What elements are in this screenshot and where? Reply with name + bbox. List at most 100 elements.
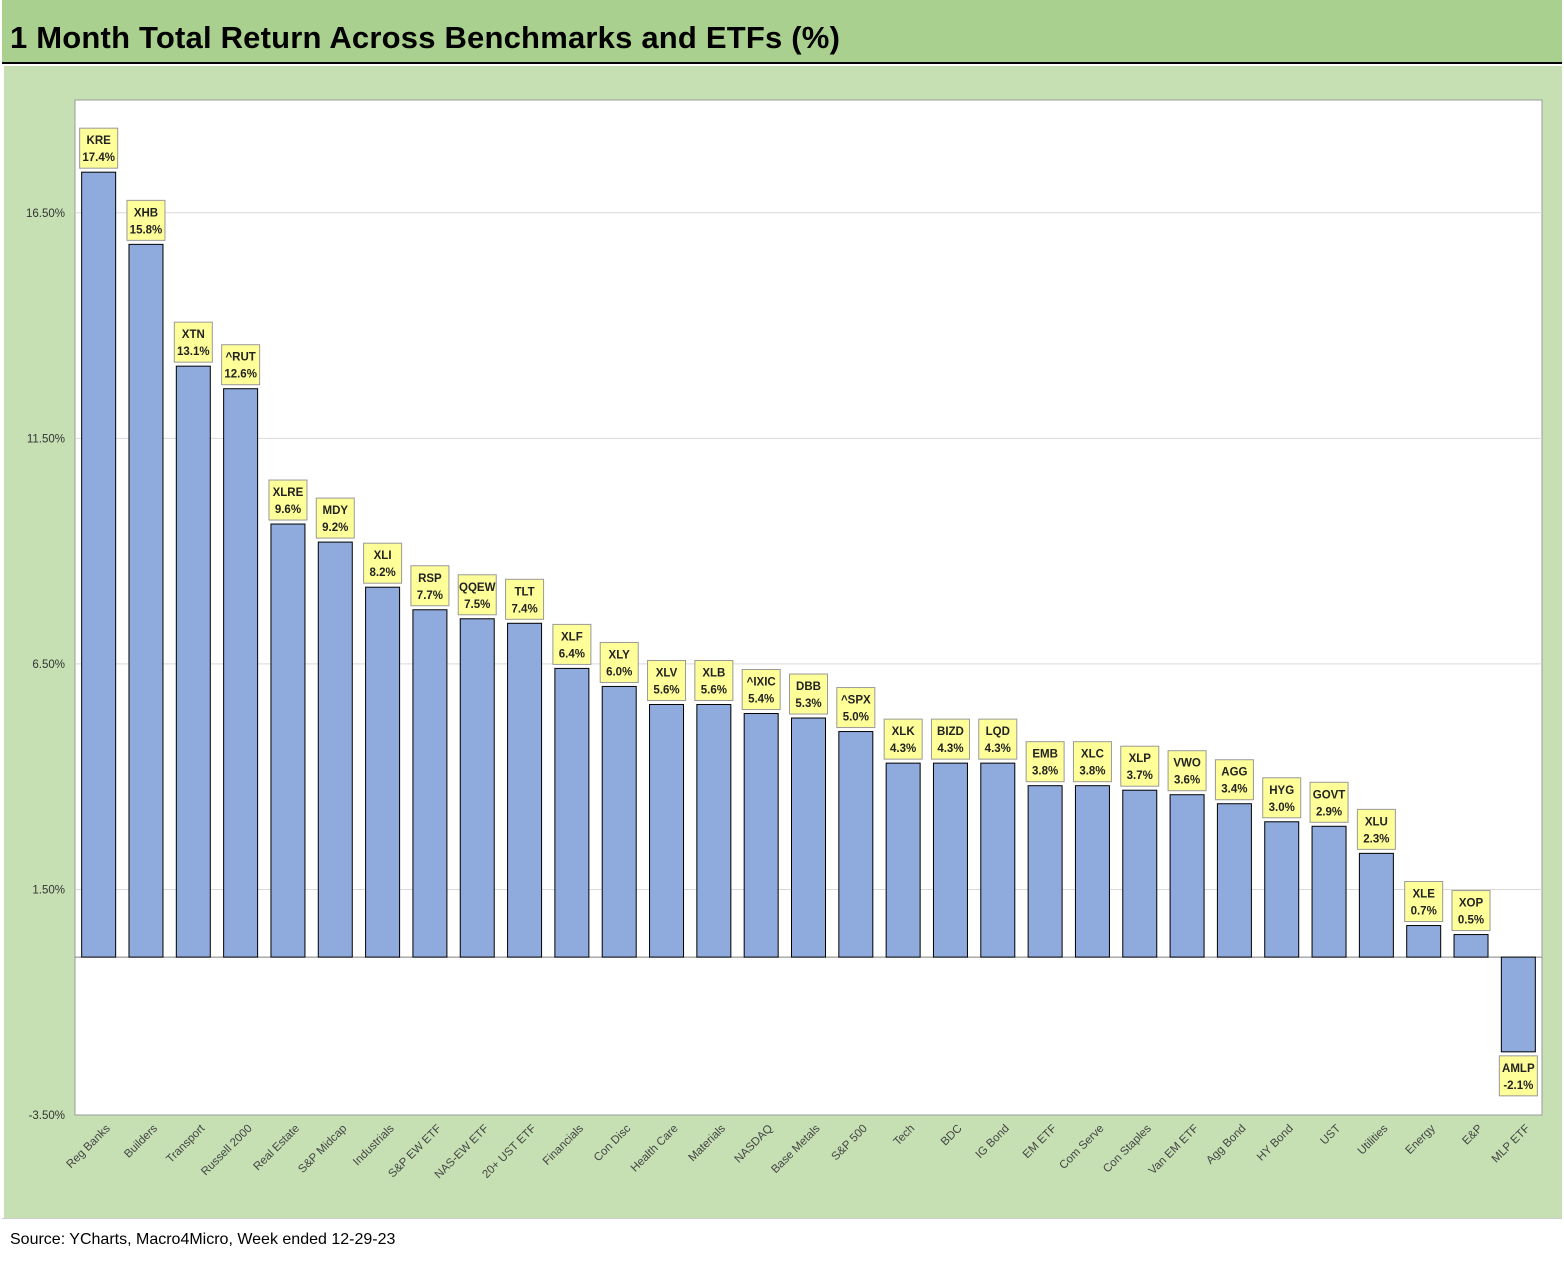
data-label-ticker: XOP: [1459, 898, 1484, 910]
data-label-box: [694, 659, 734, 701]
bar: [885, 762, 921, 958]
data-label-value: 2.3%: [1363, 833, 1389, 845]
data-label-box: [1262, 777, 1302, 819]
x-category-label: S&P Midcap: [296, 1123, 349, 1176]
data-label-ticker: GOVT: [1313, 789, 1346, 801]
y-tick-label: 1.50%: [32, 884, 65, 896]
x-category-label: Financials: [541, 1122, 586, 1167]
bar: [1216, 803, 1252, 958]
data-label-ticker: LQD: [986, 726, 1010, 738]
x-category-label: BDC: [939, 1123, 965, 1149]
data-label-ticker: XTN: [182, 329, 205, 341]
data-label-box: [883, 718, 923, 760]
data-label-value: 0.5%: [1458, 915, 1484, 927]
bar: [1169, 794, 1205, 958]
data-label-box: [79, 127, 119, 169]
data-label-box: [1309, 781, 1349, 823]
bar-chart: -3.50% 1.50% 6.50% 11.50% 16.50% KRE 17.4% XHB…: [26, 99, 1543, 1181]
bar: [838, 731, 874, 958]
x-category-label: Van EM ETF: [1147, 1123, 1201, 1177]
data-label-value: 0.7%: [1411, 906, 1437, 918]
data-label-value: 5.6%: [701, 684, 727, 696]
data-label-box: [457, 574, 497, 616]
data-label-ticker: XLC: [1081, 749, 1104, 761]
data-label-ticker: XLF: [561, 631, 583, 643]
data-label-value: 6.0%: [606, 666, 632, 678]
data-label-value: 13.1%: [177, 346, 210, 358]
chart-title: 1 Month Total Return Across Benchmarks a…: [10, 20, 841, 55]
data-label-box: [410, 565, 450, 607]
data-label-value: 15.8%: [130, 224, 163, 236]
data-label-box: [1356, 808, 1396, 850]
data-label-ticker: DBB: [796, 681, 821, 693]
x-category-label: EM ETF: [1021, 1123, 1059, 1161]
data-label-box: [1404, 881, 1444, 923]
data-label-value: 4.3%: [937, 743, 963, 755]
y-tick-label: 16.50%: [26, 208, 65, 220]
data-label-value: 4.3%: [890, 743, 916, 755]
y-tick-label: -3.50%: [29, 1110, 65, 1122]
data-label-value: 7.7%: [417, 590, 443, 602]
bar: [932, 762, 968, 958]
x-category-label: Base Metals: [769, 1122, 822, 1175]
data-label-ticker: BIZD: [937, 726, 964, 738]
data-label-ticker: XLV: [656, 667, 678, 679]
data-label-box: [1214, 759, 1254, 801]
data-label-box: [836, 687, 876, 729]
title-bar: 1 Month Total Return Across Benchmarks a…: [2, 0, 1562, 64]
bar: [1027, 785, 1063, 958]
data-label-box: [268, 479, 308, 521]
data-label-value: 12.6%: [224, 369, 257, 381]
x-category-label: Agg Bond: [1204, 1123, 1248, 1167]
data-label-ticker: ^IXIC: [747, 677, 776, 689]
x-category-label: Industrials: [351, 1122, 397, 1168]
data-label-value: 7.4%: [511, 603, 537, 615]
data-label-box: [1120, 745, 1160, 787]
data-label-box: [1072, 741, 1112, 783]
y-tick-label: 6.50%: [32, 659, 65, 671]
source-note: Source: YCharts, Macro4Micro, Week ended…: [10, 1231, 396, 1248]
x-category-label: E&P: [1460, 1122, 1485, 1147]
x-category-label: Energy: [1404, 1122, 1438, 1156]
bar: [270, 523, 306, 958]
x-category-label: Russell 2000: [199, 1123, 254, 1178]
data-label-box: [315, 497, 355, 539]
data-label-box: [599, 641, 639, 683]
bar: [554, 667, 590, 958]
data-label-box: [978, 718, 1018, 760]
x-category-label: MLP ETF: [1490, 1123, 1533, 1166]
data-label-value: 4.3%: [985, 743, 1011, 755]
bar: [175, 365, 211, 958]
data-label-box: [1167, 750, 1207, 792]
data-label-value: 3.8%: [1079, 766, 1105, 778]
data-label-value: 7.5%: [464, 599, 490, 611]
data-label-value: 3.0%: [1269, 802, 1295, 814]
data-label-value: -2.1%: [1503, 1080, 1533, 1092]
bar: [980, 762, 1016, 958]
x-category-label: Materials: [686, 1122, 728, 1164]
x-category-label: Health Care: [629, 1123, 681, 1175]
data-label-value: 5.4%: [748, 694, 774, 706]
bar: [128, 243, 164, 958]
data-label-ticker: VWO: [1173, 758, 1201, 770]
x-category-label: Builders: [122, 1122, 160, 1160]
data-label-ticker: ^RUT: [225, 352, 255, 364]
y-axis-ticks: -3.50% 1.50% 6.50% 11.50% 16.50%: [26, 208, 65, 1122]
data-label-ticker: AGG: [1221, 767, 1247, 779]
bar: [1264, 821, 1300, 958]
data-label-ticker: XLE: [1413, 889, 1436, 901]
x-category-label: Con Staples: [1101, 1122, 1154, 1175]
bar: [743, 713, 779, 958]
data-label-value: 9.2%: [322, 522, 348, 534]
x-category-label: NASDAQ: [732, 1123, 775, 1166]
data-label-value: 5.0%: [843, 712, 869, 724]
data-label-box: [789, 673, 828, 715]
data-label-value: 9.6%: [275, 504, 301, 516]
data-label-value: 3.8%: [1032, 766, 1058, 778]
bar: [317, 541, 353, 958]
x-category-label: Con Disc: [592, 1122, 634, 1164]
data-label-ticker: HYG: [1269, 785, 1294, 797]
bar: [81, 171, 117, 958]
data-label-value: 2.9%: [1316, 806, 1342, 818]
